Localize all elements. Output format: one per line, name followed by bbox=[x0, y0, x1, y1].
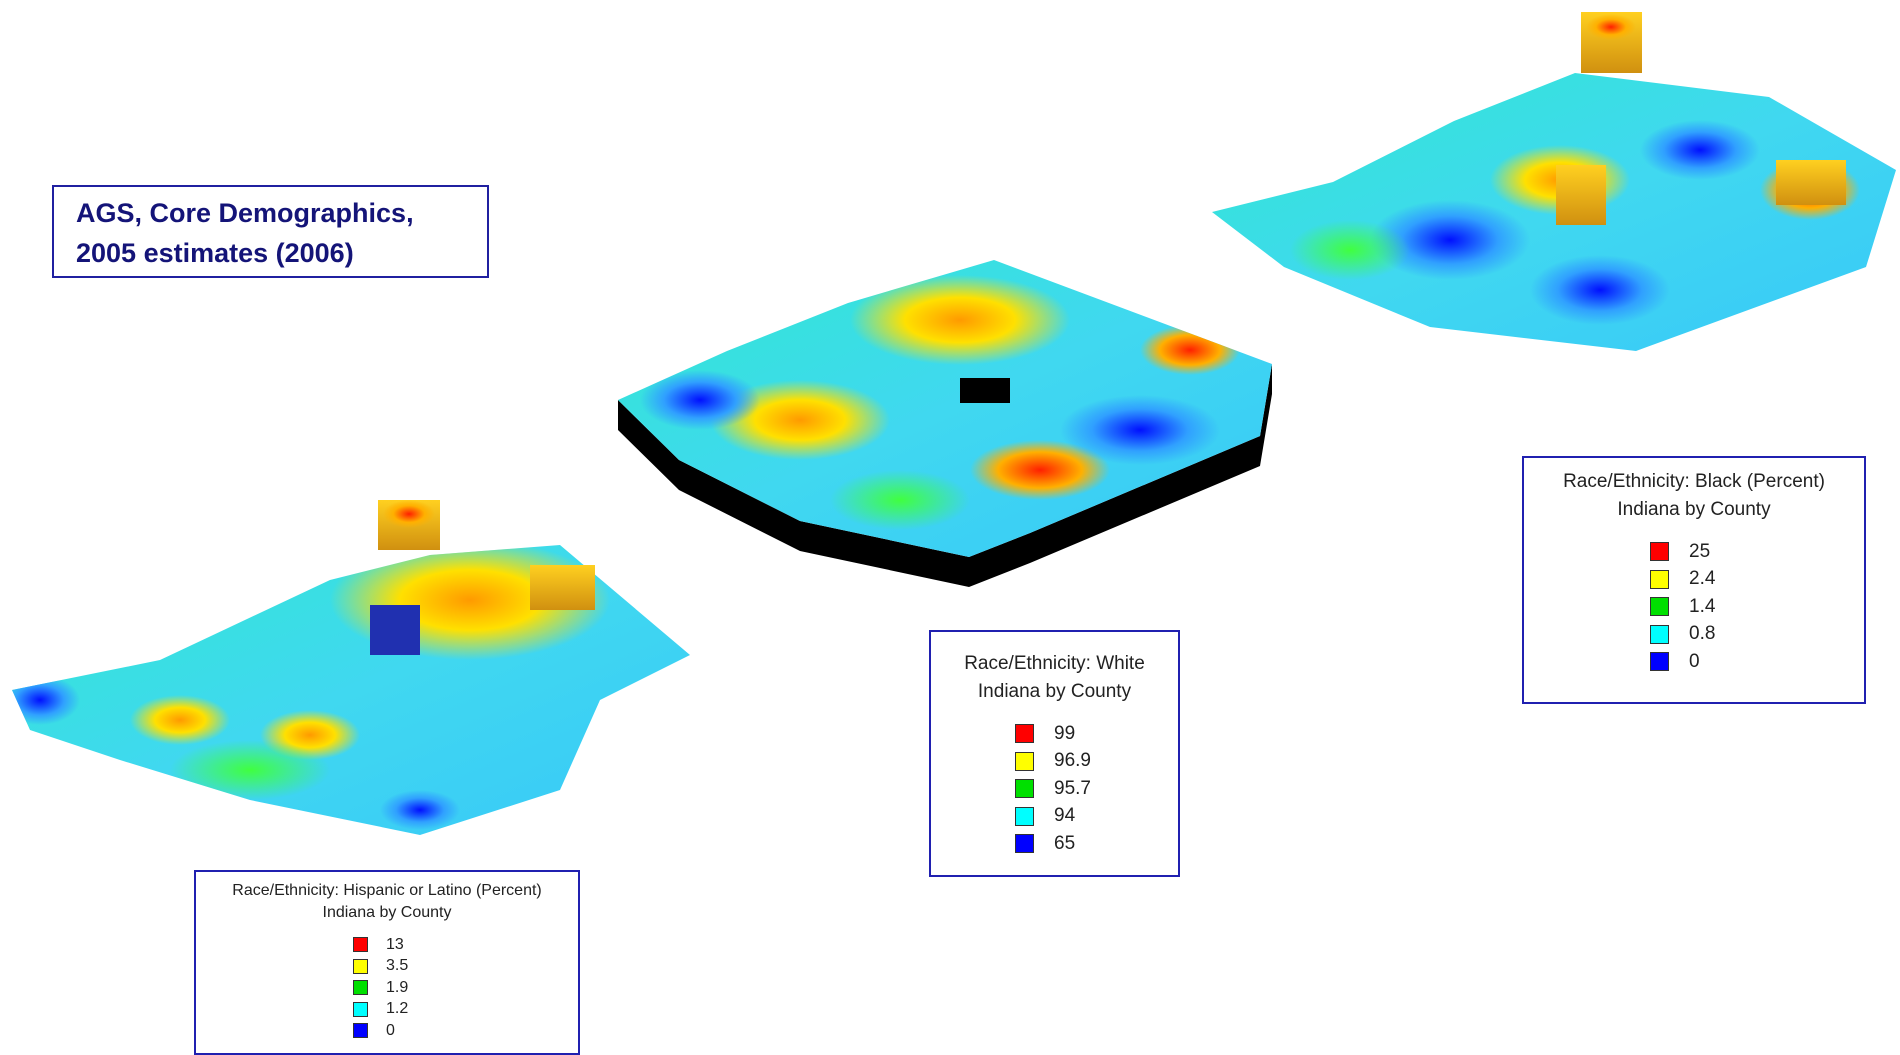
legend-swatch bbox=[1650, 624, 1669, 644]
legend-swatch bbox=[1015, 834, 1034, 854]
legend-label: 94 bbox=[1054, 805, 1076, 827]
legend-swatch bbox=[1015, 724, 1034, 744]
legend-item: 0.8 bbox=[1650, 621, 1864, 649]
legend-swatch bbox=[1015, 751, 1034, 771]
legend-swatch bbox=[1650, 569, 1669, 589]
legend-item: 1.2 bbox=[353, 999, 578, 1021]
legend-label: 1.9 bbox=[386, 978, 409, 996]
legend-swatch bbox=[1650, 542, 1669, 562]
legend: Race/Ethnicity: Black (Percent) Indiana b… bbox=[1522, 456, 1866, 704]
legend-title: Race/Ethnicity: White bbox=[964, 653, 1145, 674]
legend-label: 2.4 bbox=[1689, 568, 1716, 590]
legend-label: 96.9 bbox=[1054, 750, 1091, 772]
legend-items: 13 3.5 1.9 1.2 0 bbox=[353, 934, 578, 1042]
legend-label: 0.8 bbox=[1689, 623, 1716, 645]
legend-swatch bbox=[1015, 779, 1034, 799]
legend-label: 1.2 bbox=[386, 1000, 409, 1018]
map-surface bbox=[618, 260, 1272, 557]
legend-subtitle: Indiana by County bbox=[1617, 499, 1771, 520]
legend-label: 65 bbox=[1054, 832, 1076, 854]
extrusion bbox=[370, 605, 420, 655]
legend-swatch bbox=[353, 937, 368, 953]
legend-subtitle: Indiana by County bbox=[322, 904, 452, 921]
legend-label: 3.5 bbox=[386, 957, 409, 975]
legend-item: 0 bbox=[353, 1020, 578, 1042]
legend-item: 0 bbox=[1650, 648, 1864, 676]
black-map bbox=[1212, 12, 1896, 351]
legend-item: 94 bbox=[1015, 803, 1178, 831]
legend-swatch bbox=[1650, 597, 1669, 617]
map-shading bbox=[640, 275, 1240, 530]
legend-swatch bbox=[353, 980, 368, 996]
legend-items: 25 2.4 1.4 0.8 0 bbox=[1650, 538, 1864, 676]
hole bbox=[960, 378, 1010, 403]
title-box: AGS, Core Demographics, 2005 estimates (… bbox=[52, 185, 489, 278]
legend-label: 0 bbox=[1689, 650, 1700, 672]
extrusion-top bbox=[383, 500, 435, 528]
legend-item: 3.5 bbox=[353, 956, 578, 978]
extrusion-top bbox=[1586, 14, 1636, 40]
map-base bbox=[618, 364, 1272, 587]
legend-title: Race/Ethnicity: Hispanic or Latino (Perc… bbox=[232, 882, 542, 899]
legend-item: 65 bbox=[1015, 830, 1178, 858]
legend-label: 13 bbox=[386, 935, 404, 953]
legend-item: 99 bbox=[1015, 720, 1178, 748]
legend-label: 1.4 bbox=[1689, 595, 1716, 617]
title-line: 2005 estimates (2006) bbox=[76, 238, 354, 268]
legend-item: 1.9 bbox=[353, 977, 578, 999]
extrusion bbox=[530, 565, 595, 610]
legend-label: 95.7 bbox=[1054, 777, 1091, 799]
legend-title: Race/Ethnicity: Black (Percent) bbox=[1563, 471, 1825, 492]
extrusion bbox=[1556, 165, 1606, 225]
legend-subtitle: Indiana by County bbox=[977, 681, 1132, 702]
legend-item: 96.9 bbox=[1015, 748, 1178, 776]
legend-label: 0 bbox=[386, 1021, 395, 1039]
legend-items: 99 96.9 95.7 94 65 bbox=[1015, 720, 1178, 858]
legend: Race/Ethnicity: Hispanic or Latino (Perc… bbox=[194, 870, 580, 1055]
hispanic-map bbox=[12, 500, 690, 835]
title-line: AGS, Core Demographics, bbox=[76, 198, 414, 228]
legend-item: 1.4 bbox=[1650, 593, 1864, 621]
legend-swatch bbox=[353, 958, 368, 974]
legend-item: 2.4 bbox=[1650, 566, 1864, 594]
legend-item: 13 bbox=[353, 934, 578, 956]
legend-swatch bbox=[1650, 652, 1669, 672]
legend: Race/Ethnicity: White Indiana by County 99… bbox=[929, 630, 1180, 877]
legend-label: 99 bbox=[1054, 722, 1076, 744]
legend-swatch bbox=[353, 1023, 368, 1039]
legend-swatch bbox=[1015, 806, 1034, 826]
legend-item: 95.7 bbox=[1015, 775, 1178, 803]
extrusion bbox=[1776, 160, 1846, 205]
legend-item: 25 bbox=[1650, 538, 1864, 566]
white-map bbox=[618, 260, 1272, 587]
legend-label: 25 bbox=[1689, 540, 1711, 562]
legend-swatch bbox=[353, 1001, 368, 1017]
